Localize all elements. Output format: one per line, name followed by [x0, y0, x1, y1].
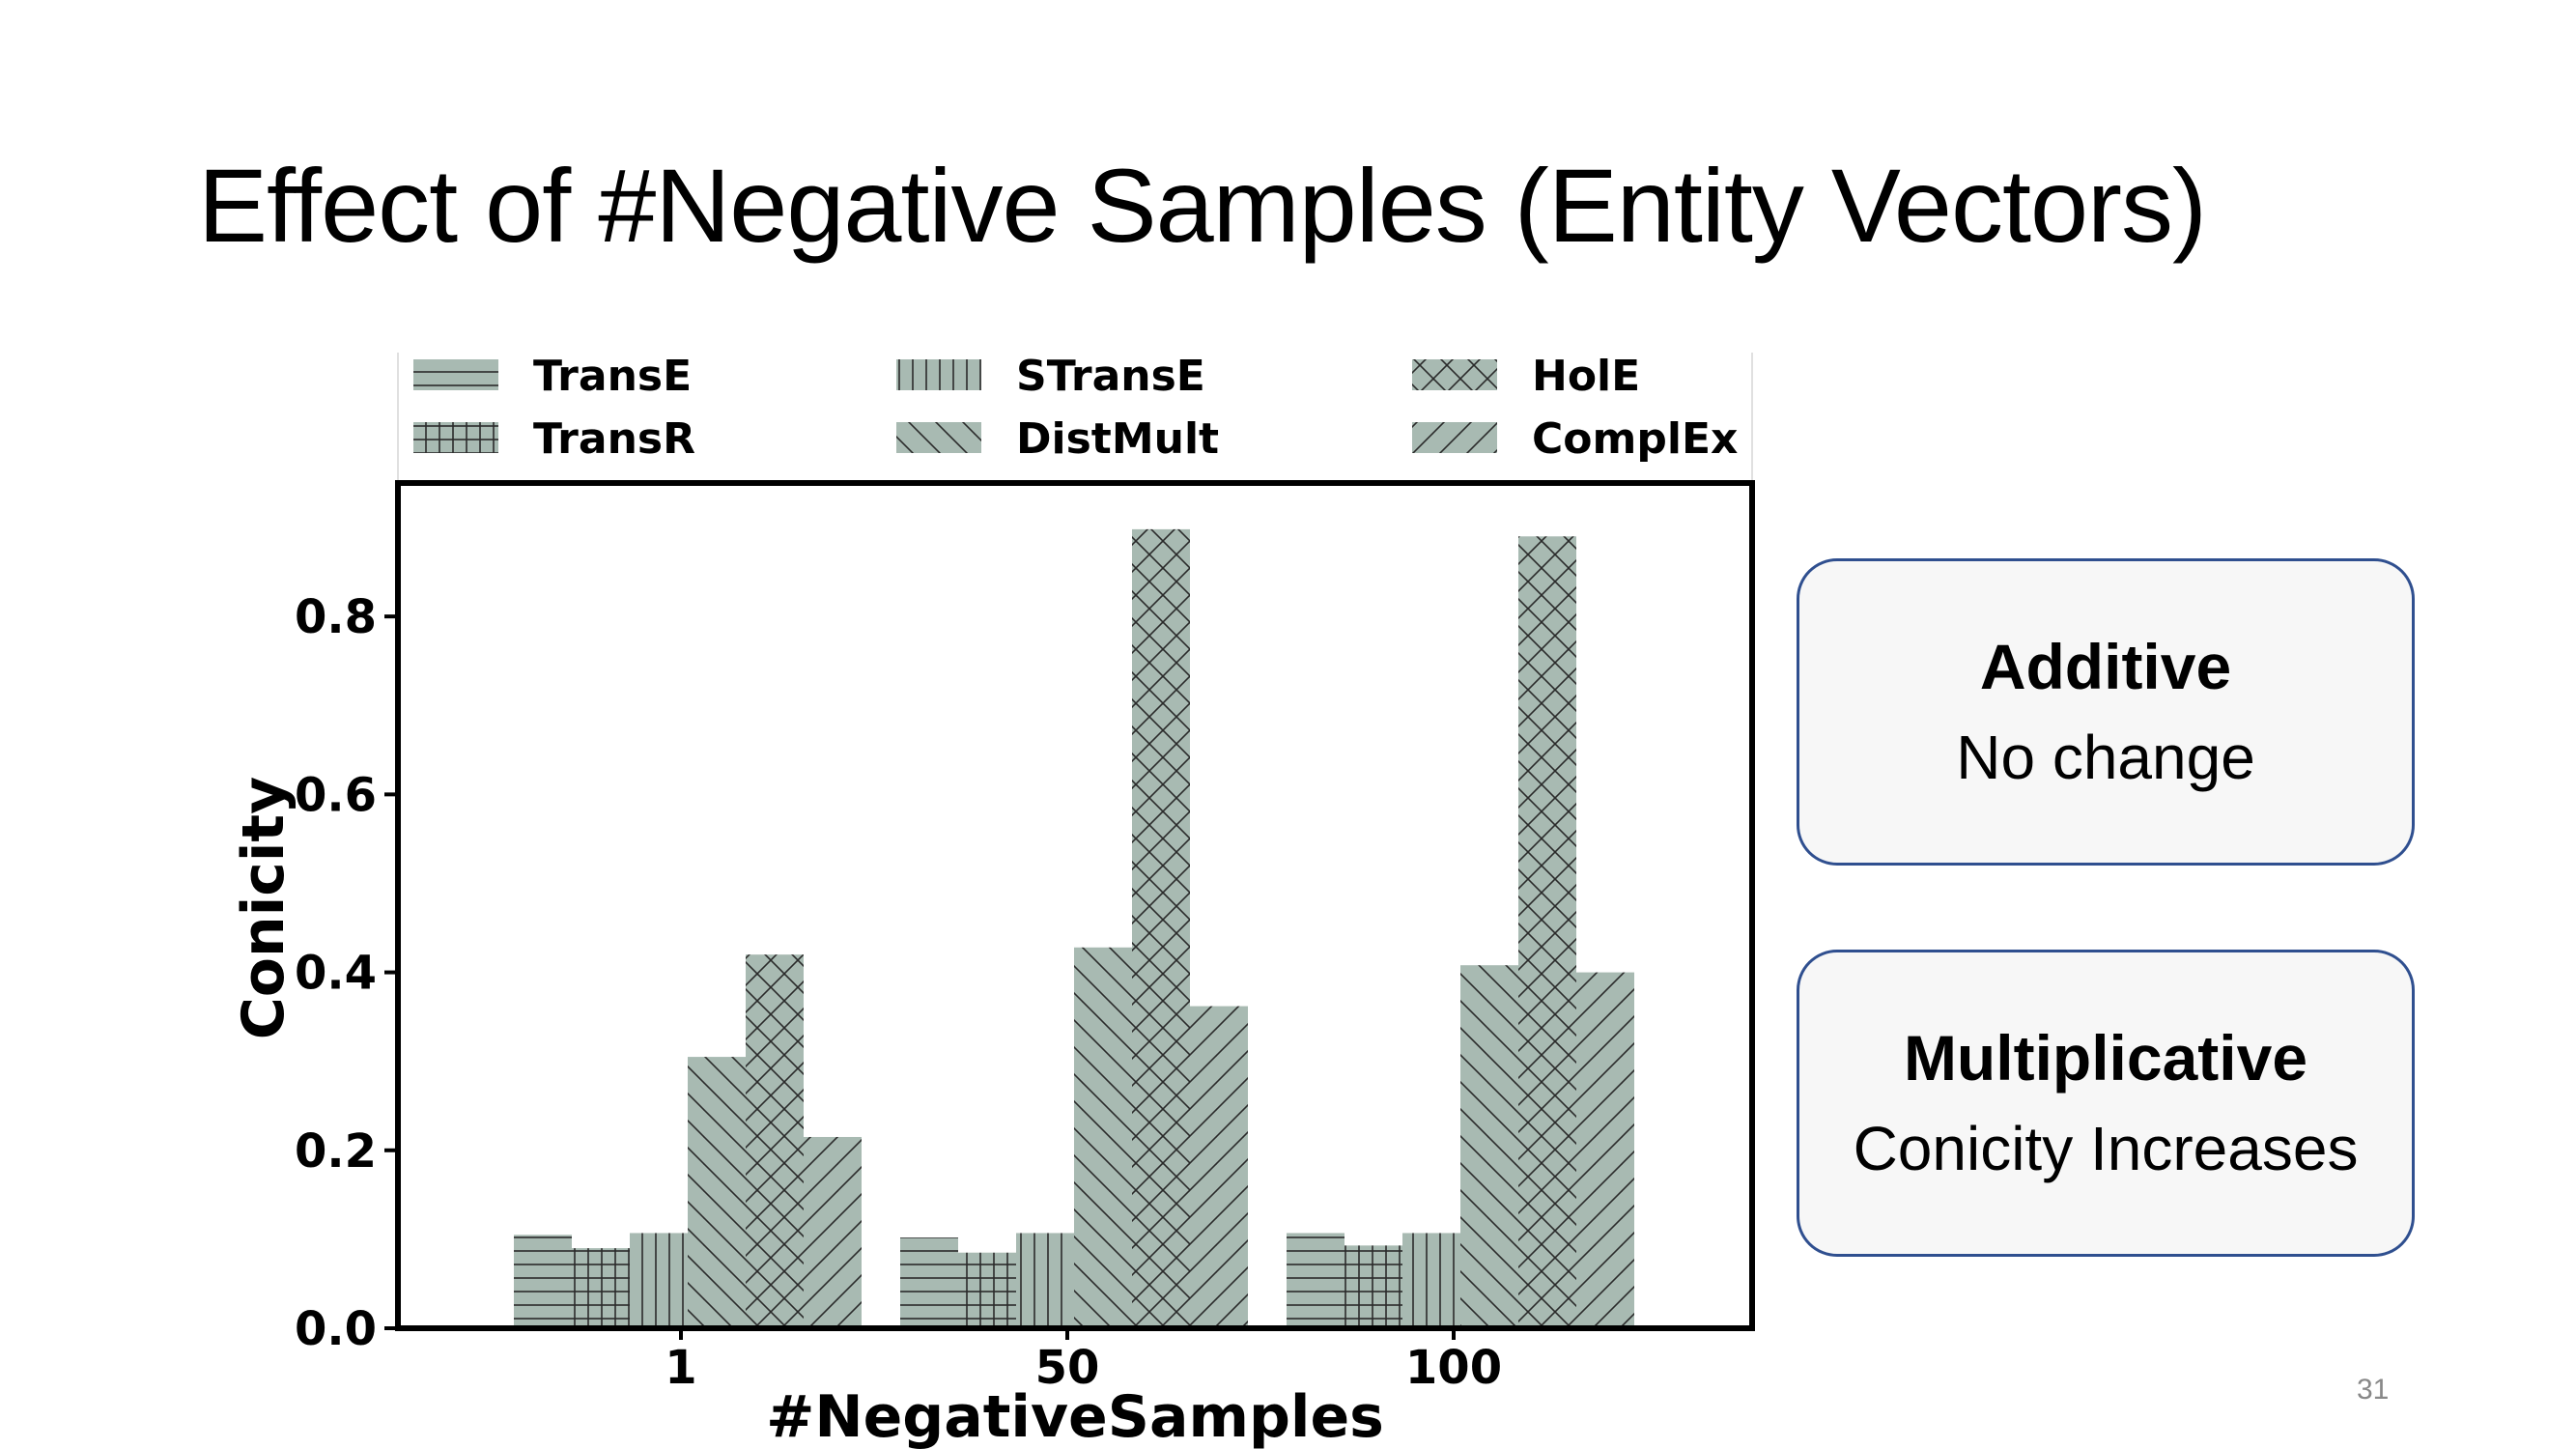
chart-axes: 0.0 0.2 0.4 0.6 0.8 1 50 100 #NegativeSamples Con… — [230, 590, 1502, 1449]
legend-swatch-complex — [1412, 422, 1497, 453]
legend-label-transe: TransE — [533, 352, 692, 401]
bar-transr-50 — [958, 1252, 1016, 1328]
additive-note-heading: Additive — [1979, 631, 2232, 702]
bar-transr-1 — [572, 1248, 630, 1328]
additive-note-box: Additive No change — [1797, 558, 2415, 866]
legend-swatch-hole — [1412, 359, 1497, 390]
multiplicative-note-text: Conicity Increases — [1853, 1114, 2359, 1183]
bar-transe-100 — [1287, 1233, 1345, 1328]
chart-bars — [514, 528, 1634, 1328]
bar-distmult-1 — [688, 1057, 746, 1328]
x-tick-label: 100 — [1405, 1341, 1502, 1395]
bar-complex-1 — [804, 1136, 862, 1328]
bar-complex-50 — [1190, 1006, 1248, 1328]
bar-complex-100 — [1576, 972, 1634, 1328]
legend-swatch-stranse — [896, 359, 981, 390]
bar-hole-1 — [746, 954, 804, 1328]
legend-swatch-distmult — [896, 422, 981, 453]
legend-swatch-transe — [413, 359, 498, 390]
chart-legend: TransE TransR STransE DistMult HolE ComplEx — [397, 352, 1753, 483]
bar-transr-100 — [1345, 1245, 1402, 1328]
y-tick-label: 0.0 — [295, 1302, 377, 1356]
slide-title: Effect of #Negative Samples (Entity Vect… — [198, 147, 2207, 264]
bar-distmult-100 — [1460, 965, 1518, 1328]
bar-transe-1 — [514, 1235, 572, 1328]
legend-label-distmult: DistMult — [1016, 414, 1219, 464]
x-axis-label: #NegativeSamples — [766, 1383, 1384, 1449]
bar-distmult-50 — [1074, 947, 1132, 1328]
y-tick-label: 0.8 — [295, 590, 377, 644]
bar-stranse-50 — [1016, 1233, 1074, 1328]
y-tick-label: 0.4 — [295, 947, 377, 1001]
legend-label-hole: HolE — [1532, 352, 1640, 401]
legend-label-transr: TransR — [533, 414, 695, 464]
y-tick-label: 0.2 — [295, 1124, 377, 1179]
x-tick-label: 1 — [665, 1341, 696, 1395]
page-number: 31 — [2357, 1374, 2390, 1406]
y-tick-label: 0.6 — [295, 768, 377, 822]
bar-transe-50 — [900, 1237, 958, 1328]
bar-stranse-1 — [630, 1233, 688, 1328]
bar-stranse-100 — [1402, 1233, 1460, 1328]
legend-swatch-transr — [413, 422, 498, 453]
legend-label-stranse: STransE — [1016, 352, 1205, 401]
multiplicative-note-box: Multiplicative Conicity Increases — [1797, 950, 2415, 1257]
plot-frame — [395, 480, 1755, 1331]
bar-hole-50 — [1132, 528, 1190, 1328]
multiplicative-note-heading: Multiplicative — [1903, 1022, 2308, 1094]
y-axis-label: Conicity — [230, 777, 297, 1039]
legend-label-complex: ComplEx — [1532, 414, 1738, 464]
additive-note-text: No change — [1956, 723, 2255, 792]
bar-hole-100 — [1518, 536, 1576, 1328]
x-tick-label: 50 — [1035, 1341, 1100, 1395]
